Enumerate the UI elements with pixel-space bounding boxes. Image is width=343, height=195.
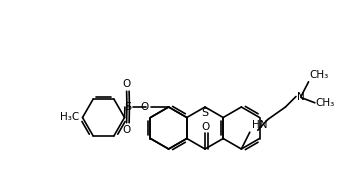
Text: O: O	[122, 125, 131, 135]
Text: O: O	[122, 79, 131, 89]
Text: HN: HN	[252, 120, 267, 130]
Text: S: S	[201, 108, 209, 118]
Text: CH₃: CH₃	[310, 70, 329, 80]
Text: H₃C: H₃C	[60, 113, 80, 122]
Text: O: O	[141, 102, 149, 112]
Text: S: S	[124, 102, 131, 112]
Text: N: N	[297, 91, 305, 102]
Text: O: O	[201, 122, 209, 132]
Text: CH₃: CH₃	[316, 98, 335, 108]
